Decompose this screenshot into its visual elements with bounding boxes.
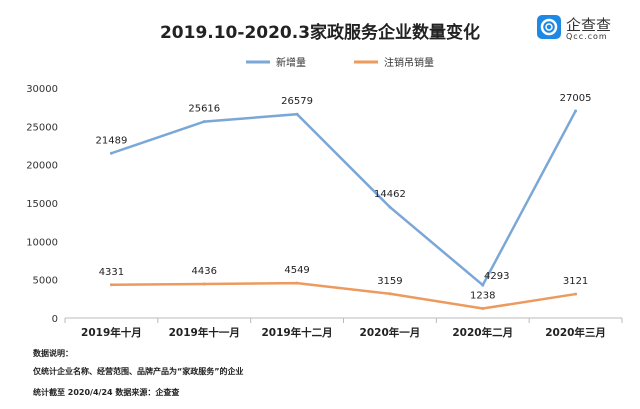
data-point (202, 282, 206, 286)
data-point (574, 292, 578, 296)
data-label: 27005 (560, 93, 592, 104)
data-label: 26579 (281, 96, 313, 107)
data-point (388, 292, 392, 296)
legend-label-1: 注销吊销量 (384, 56, 434, 69)
data-point (109, 151, 113, 155)
y-tick-label: 30000 (26, 84, 58, 95)
series-line-0 (111, 110, 577, 288)
qcc-logo-icon (537, 15, 561, 39)
data-point (388, 205, 392, 209)
data-point (295, 112, 299, 116)
x-tick-label: 2019年十二月 (261, 326, 332, 339)
data-label: 14462 (374, 189, 406, 200)
y-tick-label: 10000 (26, 237, 58, 248)
legend-label-0: 新增量 (276, 56, 306, 69)
x-tick-label: 2019年十月 (81, 326, 142, 339)
notes-heading: 数据说明： (33, 349, 73, 358)
data-point (295, 281, 299, 285)
data-label: 25616 (188, 104, 220, 115)
logo-sub: Qcc.com (566, 32, 608, 41)
data-label: 4436 (192, 266, 217, 277)
x-tick-label: 2020年二月 (452, 326, 513, 339)
data-label: 4549 (284, 265, 309, 276)
logo-name: 企查查 (566, 16, 612, 34)
data-label: 4293 (484, 271, 509, 282)
data-point (202, 120, 206, 124)
x-tick-label: 2020年三月 (545, 326, 606, 339)
notes-line1: 仅统计企业名称、经营范围、品牌产品为“家政服务”的企业 (33, 367, 244, 376)
series-line-1 (111, 281, 576, 310)
data-point (481, 283, 485, 287)
data-label: 3121 (563, 276, 588, 287)
x-tick-label: 2020年一月 (360, 326, 421, 339)
y-tick-label: 20000 (26, 161, 58, 172)
data-label: 1238 (470, 291, 495, 302)
data-point (109, 283, 113, 287)
y-tick-label: 0 (52, 314, 58, 325)
notes-line2: 统计截至 2020/4/24 数据来源：企查查 (33, 388, 180, 397)
data-label: 3159 (377, 276, 402, 287)
data-point (481, 307, 485, 311)
data-label: 4331 (99, 267, 124, 278)
y-tick-label: 25000 (26, 122, 58, 133)
y-tick-label: 15000 (26, 199, 58, 210)
data-label: 21489 (96, 135, 128, 146)
x-tick-label: 2019年十一月 (169, 326, 240, 339)
y-tick-label: 5000 (33, 276, 58, 287)
data-point (574, 109, 578, 113)
chart-title: 2019.10-2020.3家政服务企业数量变化 (159, 23, 481, 43)
